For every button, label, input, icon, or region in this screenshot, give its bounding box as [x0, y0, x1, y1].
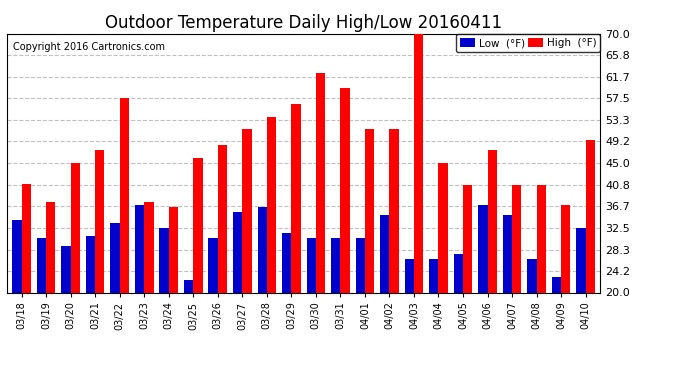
Bar [503, 215, 512, 292]
Bar [586, 140, 595, 292]
Bar [70, 163, 80, 292]
Bar [561, 204, 571, 292]
Bar [404, 259, 414, 292]
Bar [169, 207, 178, 292]
Bar [208, 238, 218, 292]
Bar [453, 254, 463, 292]
Bar [159, 228, 169, 292]
Bar [233, 212, 242, 292]
Bar [478, 204, 488, 292]
Bar [512, 185, 522, 292]
Title: Outdoor Temperature Daily High/Low 20160411: Outdoor Temperature Daily High/Low 20160… [105, 14, 502, 32]
Bar [429, 259, 438, 292]
Bar [218, 145, 227, 292]
Text: Copyright 2016 Cartronics.com: Copyright 2016 Cartronics.com [13, 42, 165, 51]
Bar [537, 185, 546, 292]
Bar [46, 202, 55, 292]
Bar [61, 246, 70, 292]
Bar [242, 129, 252, 292]
Bar [365, 129, 374, 292]
Bar [488, 150, 497, 292]
Bar [21, 184, 31, 292]
Bar [12, 220, 21, 292]
Bar [576, 228, 586, 292]
Legend: Low  (°F), High  (°F): Low (°F), High (°F) [455, 34, 600, 53]
Bar [306, 238, 316, 292]
Bar [463, 185, 472, 292]
Bar [331, 238, 340, 292]
Bar [135, 204, 144, 292]
Bar [316, 73, 325, 292]
Bar [110, 223, 119, 292]
Bar [86, 236, 95, 292]
Bar [37, 238, 46, 292]
Bar [527, 259, 537, 292]
Bar [193, 158, 203, 292]
Bar [414, 28, 423, 292]
Bar [95, 150, 104, 292]
Bar [144, 202, 154, 292]
Bar [267, 117, 276, 292]
Bar [119, 99, 129, 292]
Bar [355, 238, 365, 292]
Bar [340, 88, 350, 292]
Bar [291, 104, 301, 292]
Bar [552, 277, 561, 292]
Bar [282, 233, 291, 292]
Bar [438, 163, 448, 292]
Bar [380, 215, 389, 292]
Bar [184, 280, 193, 292]
Bar [389, 129, 399, 292]
Bar [257, 207, 267, 292]
